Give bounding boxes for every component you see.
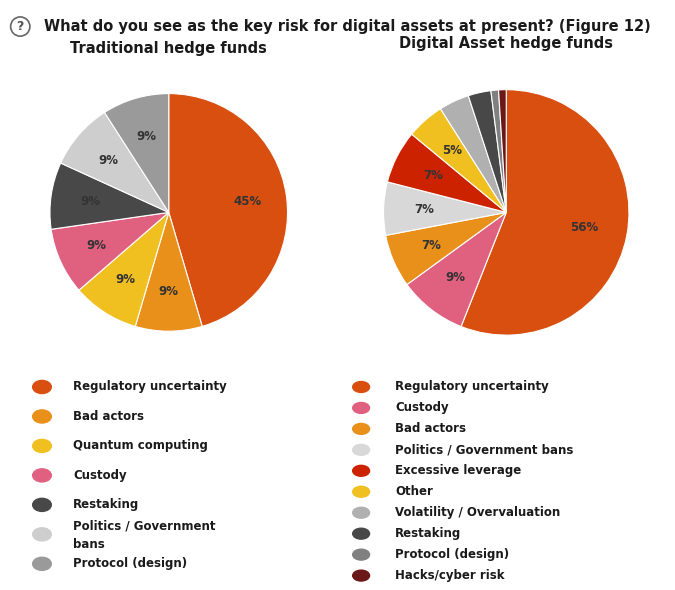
Text: Bad actors: Bad actors [73,410,144,423]
Circle shape [32,381,51,394]
Wedge shape [412,109,506,212]
Text: 9%: 9% [80,195,100,208]
Text: Bad actors: Bad actors [395,422,466,435]
Text: Other: Other [395,485,433,499]
Text: 9%: 9% [86,239,107,252]
Text: 7%: 7% [414,204,434,217]
Circle shape [32,410,51,423]
Text: ?: ? [17,20,24,33]
Wedge shape [61,113,169,212]
Circle shape [32,557,51,571]
Text: bans: bans [73,538,105,551]
Circle shape [352,570,370,581]
Wedge shape [385,212,506,284]
Text: 9%: 9% [115,273,136,286]
Circle shape [352,382,370,392]
Text: 7%: 7% [421,238,441,251]
Title: Digital Asset hedge funds: Digital Asset hedge funds [399,36,614,51]
Circle shape [352,528,370,539]
Wedge shape [105,94,169,212]
Circle shape [352,444,370,455]
Wedge shape [383,182,506,235]
Text: 9%: 9% [136,130,157,143]
Wedge shape [387,134,506,212]
Text: 56%: 56% [570,221,599,234]
Text: Protocol (design): Protocol (design) [395,548,509,561]
Wedge shape [407,212,506,326]
Text: Regulatory uncertainty: Regulatory uncertainty [73,381,227,394]
Circle shape [32,440,51,453]
Circle shape [352,549,370,560]
Text: 5%: 5% [442,144,462,157]
Text: Restaking: Restaking [73,499,139,512]
Text: Protocol (design): Protocol (design) [73,558,187,571]
Wedge shape [169,94,288,326]
Text: 9%: 9% [446,271,466,284]
Circle shape [32,499,51,512]
Wedge shape [441,96,506,212]
Wedge shape [499,90,506,212]
Text: Politics / Government bans: Politics / Government bans [395,443,573,456]
Circle shape [352,424,370,434]
Text: Politics / Government: Politics / Government [73,520,215,533]
Wedge shape [51,212,169,290]
Wedge shape [468,91,506,212]
Text: What do you see as the key risk for digital assets at present? (Figure 12): What do you see as the key risk for digi… [44,19,651,34]
Text: Custody: Custody [73,469,127,482]
Circle shape [32,469,51,482]
Title: Traditional hedge funds: Traditional hedge funds [70,41,267,56]
Text: Volatility / Overvaluation: Volatility / Overvaluation [395,506,560,519]
Wedge shape [461,90,629,335]
Text: 9%: 9% [99,154,119,167]
Text: 45%: 45% [234,195,262,208]
Circle shape [32,528,51,541]
Circle shape [352,507,370,518]
Wedge shape [491,90,506,212]
Text: Hacks/cyber risk: Hacks/cyber risk [395,569,504,582]
Text: Excessive leverage: Excessive leverage [395,464,521,477]
Text: Restaking: Restaking [395,527,461,540]
Circle shape [352,466,370,476]
Text: Regulatory uncertainty: Regulatory uncertainty [395,381,549,394]
Wedge shape [135,212,202,331]
Wedge shape [50,163,169,230]
Circle shape [352,402,370,414]
Text: Custody: Custody [395,401,448,414]
Text: 7%: 7% [423,169,443,182]
Wedge shape [79,212,169,326]
Circle shape [352,486,370,497]
Text: Quantum computing: Quantum computing [73,440,208,453]
Text: 9%: 9% [159,286,179,299]
